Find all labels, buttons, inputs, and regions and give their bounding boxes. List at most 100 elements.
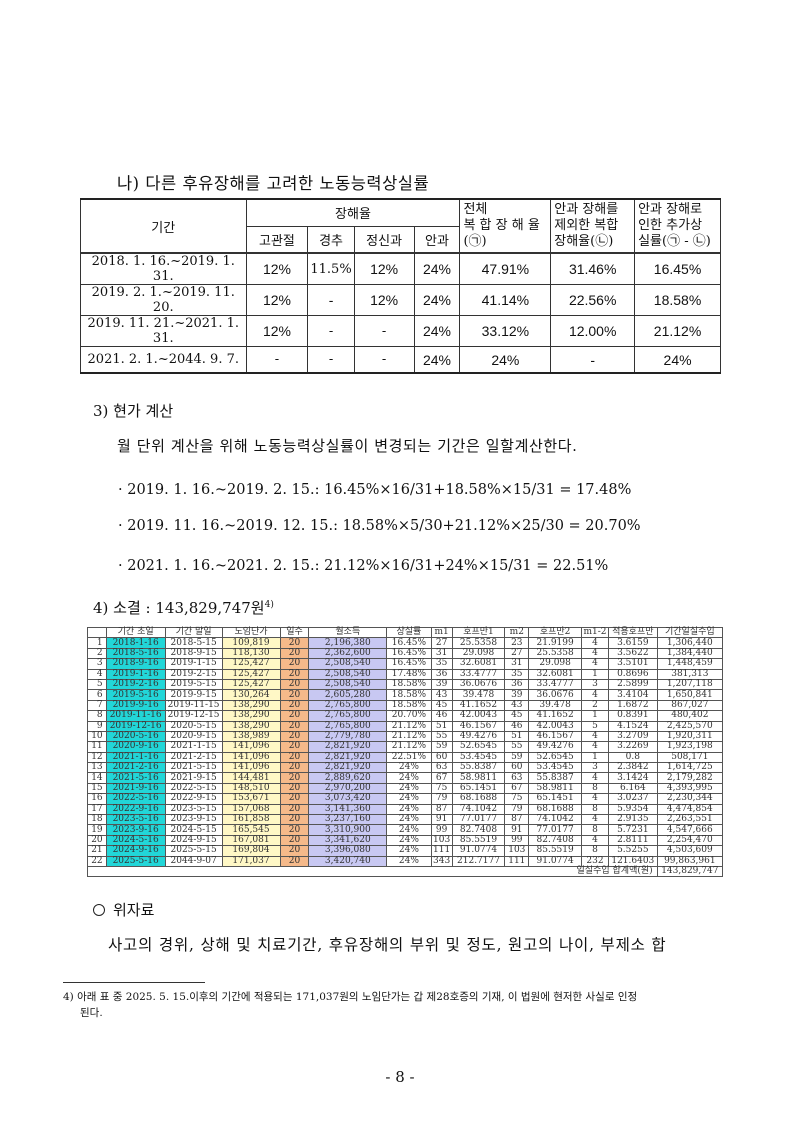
cell-m1: 91	[430, 814, 453, 826]
cell-m1: 99	[430, 824, 453, 836]
cell-end-date: 2021-5-15	[164, 762, 223, 774]
cell-hoffman1: 33.4777	[451, 668, 506, 680]
cell-m1: 55	[430, 730, 453, 743]
cell-monthly-income: 2,889,620	[308, 772, 388, 784]
cell-neck: 11.5%	[307, 252, 355, 285]
cell-m1-2: 4	[581, 658, 609, 670]
cell-m1: 67	[430, 772, 453, 784]
cell-period-loss: 4,547,666	[656, 824, 724, 836]
footnote-ref[interactable]: 4)	[264, 600, 274, 610]
cell-start-date: 2018-5-16	[105, 647, 166, 660]
cell-m2: 67	[504, 782, 530, 795]
cell-days: 20	[279, 699, 310, 712]
table-row: 3 2018-9-16 2019-1-15 125,427 20 2,508,540 16.…	[87, 658, 724, 670]
header-total-line3: (㉠)	[463, 234, 487, 249]
cell-eye: 24%	[413, 346, 461, 374]
cell-m2: 43	[504, 699, 530, 712]
cell-m2: 46	[504, 720, 530, 732]
cell-loss-rate: 24%	[386, 824, 432, 836]
cell-start-date: 2018-9-16	[105, 658, 166, 670]
cell-m1-2: 4	[581, 637, 609, 649]
header-add-line2: 인한 추가상	[638, 218, 703, 233]
cell-end-date: 2019-9-15	[164, 689, 223, 701]
header-monthly-income: 월소득	[308, 626, 388, 639]
cell-loss-rate: 24%	[386, 793, 432, 805]
cell-start-date: 2019-1-16	[105, 668, 166, 680]
cell-index: 3	[87, 658, 107, 670]
table-row: 2 2018-5-16 2018-9-15 118,130 20 2,362,600 16.…	[87, 647, 724, 660]
cell-add: 16.45%	[634, 252, 721, 285]
cell-m1: 51	[430, 720, 453, 732]
cell-end-date: 2024-5-15	[164, 824, 223, 836]
cell-index: 4	[87, 668, 107, 680]
cell-unit-wage: 141,096	[221, 751, 281, 764]
cell-hoffman1: 36.0676	[451, 678, 506, 691]
cell-days: 20	[279, 730, 310, 743]
cell-applied-hoffman: 4.1524	[607, 720, 658, 732]
table-row: 12 2021-1-16 2021-2-15 141,096 20 2,821,920 22…	[87, 751, 724, 764]
cell-hoffman1: 85.5519	[451, 834, 506, 847]
cell-days: 20	[279, 647, 310, 660]
cell-start-date: 2021-5-16	[105, 772, 166, 784]
footnote-line-1: 4) 아래 표 중 2025. 5. 15.이후의 기간에 적용되는 171,0…	[63, 991, 638, 1003]
cell-period-loss: 1,207,118	[656, 678, 724, 691]
cell-monthly-income: 2,508,540	[308, 658, 388, 670]
cell-neck: -	[307, 346, 355, 374]
cell-hoffman2: 53.4545	[528, 762, 583, 774]
cell-m1-2: 5	[581, 720, 609, 732]
cell-m1-2: 1	[581, 710, 609, 722]
cell-period-loss: 1,614,725	[656, 762, 724, 774]
header-m1: m1	[430, 626, 453, 639]
cell-start-date: 2022-5-16	[105, 793, 166, 805]
cell-monthly-income: 2,765,800	[308, 710, 388, 722]
cell-applied-hoffman: 5.5255	[607, 845, 658, 857]
cell-m1: 343	[430, 855, 453, 868]
cell-hoffman1: 77.0177	[451, 814, 506, 826]
cell-hoffman1: 91.0774	[451, 845, 506, 857]
footnote-line-2: 된다.	[80, 1007, 103, 1019]
cell-hoffman1: 65.1451	[451, 782, 506, 795]
cell-loss-rate: 24%	[386, 845, 432, 857]
cell-days: 20	[279, 834, 310, 847]
cell-hoffman1: 74.1042	[451, 803, 506, 816]
cell-period-loss: 2,263,551	[656, 814, 724, 826]
consolation-heading: 위자료	[93, 899, 154, 920]
cell-end-date: 2019-12-15	[164, 710, 223, 722]
cell-applied-hoffman: 3.5101	[607, 658, 658, 670]
cell-hoffman1: 41.1652	[451, 699, 506, 712]
cell-monthly-income: 3,396,080	[308, 845, 388, 857]
cell-hoffman2: 85.5519	[528, 845, 583, 857]
cell-m1: 45	[430, 699, 453, 712]
cell-loss-rate: 24%	[386, 834, 432, 847]
spreadsheet-header: 기간 초일 기간 말일 노임단가 일수 월소득 상실률 m1 호프만1 m2 호…	[87, 626, 724, 639]
table-row: 21 2024-9-16 2025-5-15 169,804 20 3,396,080 24…	[87, 845, 724, 857]
cell-hip: -	[245, 346, 309, 374]
cell-hoffman2: 41.1652	[528, 710, 583, 722]
cell-applied-hoffman: 1.6872	[607, 699, 658, 712]
cell-hoffman2: 32.6081	[528, 668, 583, 680]
cell-end-date: 2019-1-15	[164, 658, 223, 670]
spreadsheet-total-row: 일실수입 합계액(원) 143,829,747	[87, 865, 724, 878]
cell-end-date: 2018-5-15	[164, 637, 223, 649]
cell-end-date: 2021-9-15	[164, 772, 223, 784]
cell-unit-wage: 141,096	[221, 762, 281, 774]
cell-period-loss: 2,230,344	[656, 793, 724, 805]
cell-applied-hoffman: 2.5899	[607, 678, 658, 691]
cell-m2: 79	[504, 803, 530, 816]
cell-period: 2018. 1. 16.~2019. 1. 31.	[80, 252, 247, 285]
cell-m1-2: 8	[581, 824, 609, 836]
cell-monthly-income: 2,765,800	[308, 699, 388, 712]
cell-unit-wage: 125,427	[221, 678, 281, 691]
cell-applied-hoffman: 0.8	[607, 751, 658, 764]
circle-bullet-icon	[93, 904, 105, 916]
cell-applied-hoffman: 2.3842	[607, 762, 658, 774]
header-psych: 정신과	[353, 225, 415, 254]
cell-monthly-income: 3,237,160	[308, 814, 388, 826]
cell-m2: 55	[504, 741, 530, 753]
cell-applied-hoffman: 0.8391	[607, 710, 658, 722]
cell-unit-wage: 157,068	[221, 803, 281, 816]
cell-loss-rate: 24%	[386, 762, 432, 774]
table-row: 2019. 11. 21.~2021. 1. 31. 12% - - 24% 3…	[80, 315, 721, 347]
cell-monthly-income: 2,779,780	[308, 730, 388, 743]
table-row: 20 2024-5-16 2024-9-15 167,081 20 3,341,620 24…	[87, 834, 724, 847]
